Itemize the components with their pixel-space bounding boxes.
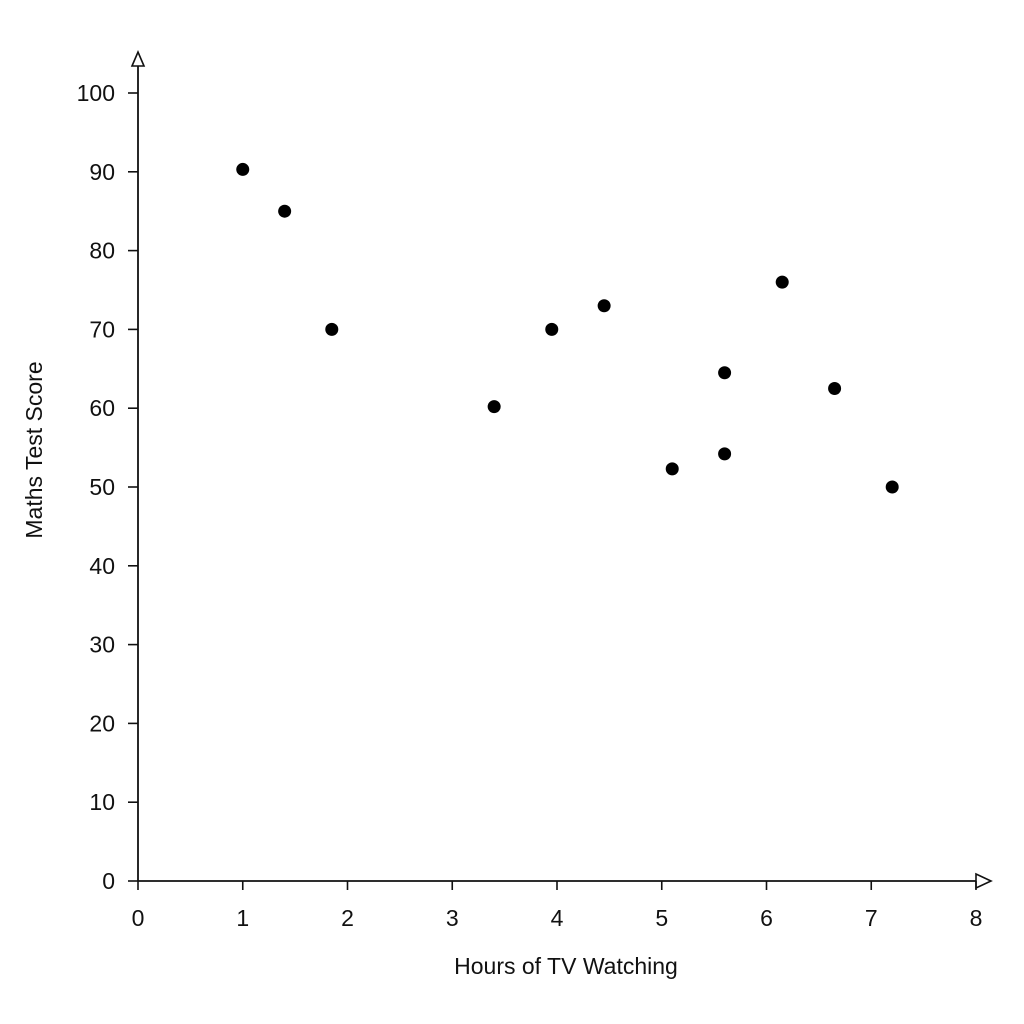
y-tick-label: 20 <box>89 710 115 736</box>
y-tick-label: 70 <box>89 316 115 342</box>
y-axis-ticks: 0 10 20 30 40 50 60 70 80 90 100 <box>77 80 138 894</box>
x-tick-label: 4 <box>551 905 564 931</box>
data-point <box>718 366 732 380</box>
x-tick-label: 3 <box>446 905 459 931</box>
data-point <box>718 447 732 461</box>
data-point <box>665 462 679 476</box>
x-tick-label: 1 <box>236 905 249 931</box>
y-tick-label: 50 <box>89 474 115 500</box>
axes <box>130 49 993 890</box>
y-tick-label: 40 <box>89 553 115 579</box>
data-point <box>487 400 501 414</box>
x-axis-arrow-icon <box>975 872 993 890</box>
data-point <box>236 162 250 176</box>
x-tick-label: 5 <box>655 905 668 931</box>
y-tick-label: 30 <box>89 632 115 658</box>
data-point <box>885 480 899 494</box>
data-points <box>236 162 899 494</box>
x-axis-ticks: 0 1 2 3 4 5 6 7 8 <box>132 881 983 931</box>
y-tick-label: 60 <box>89 395 115 421</box>
x-tick-label: 8 <box>970 905 983 931</box>
data-point <box>325 322 339 336</box>
x-tick-label: 6 <box>760 905 773 931</box>
data-point <box>545 322 559 336</box>
x-axis-title: Hours of TV Watching <box>454 953 678 979</box>
y-tick-label: 0 <box>102 868 115 894</box>
x-tick-label: 7 <box>865 905 878 931</box>
y-tick-label: 10 <box>89 789 115 815</box>
data-point <box>278 204 292 218</box>
data-point <box>828 382 842 395</box>
y-tick-label: 90 <box>89 159 115 185</box>
y-axis-arrow-icon <box>130 49 146 67</box>
data-point <box>775 275 789 289</box>
y-tick-label: 100 <box>77 80 115 106</box>
x-tick-label: 2 <box>341 905 354 931</box>
data-point <box>597 299 611 313</box>
y-axis-title: Maths Test Score <box>21 361 47 538</box>
x-tick-label: 0 <box>132 905 145 931</box>
y-tick-label: 80 <box>89 238 115 264</box>
